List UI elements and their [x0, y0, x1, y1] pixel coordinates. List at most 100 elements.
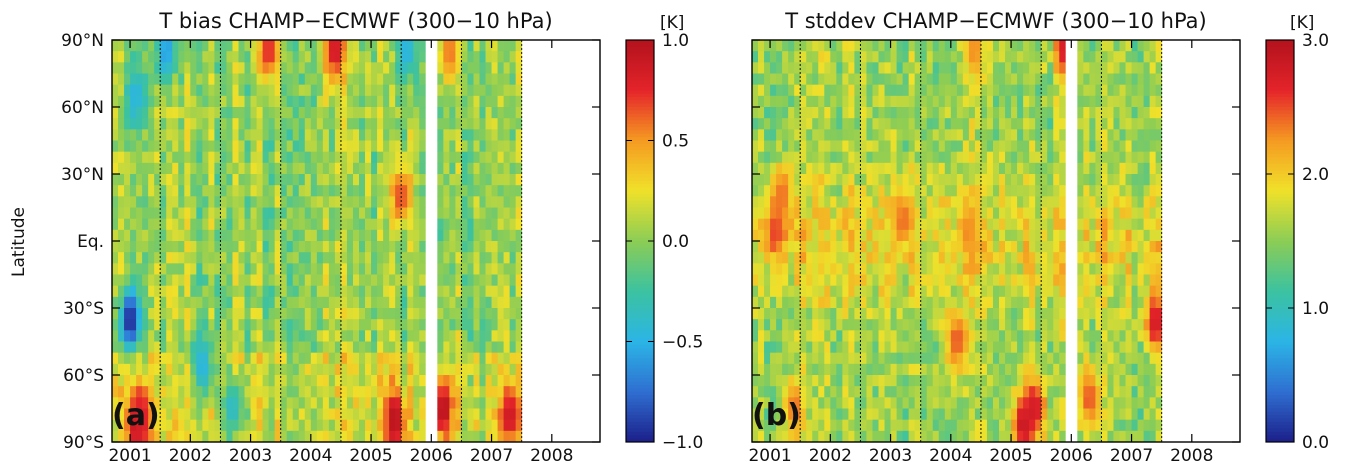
heatmap-cell — [214, 207, 221, 220]
heatmap-cell — [956, 419, 964, 432]
heatmap-cell — [220, 196, 227, 208]
heatmap-cell — [184, 386, 191, 398]
heatmap-cell — [842, 241, 849, 253]
heatmap-cell — [509, 352, 517, 365]
heatmap-cell — [1119, 73, 1126, 86]
heatmap-cell — [992, 62, 1000, 74]
heatmap-cell — [160, 386, 167, 398]
heatmap-cell — [491, 95, 498, 108]
heatmap-cell — [238, 430, 245, 443]
heatmap-cell — [866, 341, 873, 354]
heatmap-cell — [118, 330, 125, 342]
heatmap-cell — [1053, 352, 1060, 365]
heatmap-cell — [992, 151, 1000, 164]
colorbar-segment — [626, 46, 654, 51]
heatmap-cell — [365, 118, 372, 130]
heatmap-cell — [980, 352, 988, 365]
heatmap-cell — [896, 62, 904, 74]
heatmap-cell — [752, 386, 759, 398]
heatmap-cell — [443, 229, 450, 242]
heatmap-cell — [455, 174, 462, 186]
heatmap-cell — [250, 252, 257, 264]
heatmap-cell — [914, 319, 922, 331]
heatmap-cell — [274, 118, 282, 130]
x-tick-label: 2005 — [349, 446, 392, 464]
heatmap-cell — [202, 386, 209, 398]
colorbar-segment — [626, 435, 654, 440]
heatmap-cell — [992, 118, 1000, 130]
heatmap-cell — [818, 341, 825, 354]
heatmap-cell — [268, 296, 276, 309]
heatmap-cell — [268, 352, 276, 365]
heatmap-cell — [770, 218, 777, 231]
heatmap-cell — [1035, 252, 1042, 264]
heatmap-cell — [148, 319, 155, 331]
heatmap-cell — [788, 151, 795, 164]
heatmap-cell — [383, 363, 390, 376]
heatmap-cell — [413, 218, 420, 231]
heatmap-cell — [1029, 397, 1036, 409]
heatmap-cell — [1131, 107, 1138, 119]
y-tick-label: 60°N — [61, 98, 104, 118]
heatmap-cell — [824, 207, 831, 220]
heatmap-cell — [1155, 408, 1163, 421]
heatmap-cell — [365, 140, 372, 153]
heatmap-cell — [401, 107, 408, 119]
heatmap-cell — [124, 185, 131, 197]
heatmap-cell — [515, 196, 523, 208]
heatmap-cell — [992, 352, 1000, 365]
heatmap-cell — [752, 196, 759, 208]
heatmap-cell — [184, 319, 191, 331]
heatmap-cell — [1005, 274, 1012, 287]
heatmap-cell — [497, 430, 504, 443]
heatmap-cell — [166, 375, 173, 387]
heatmap-cell — [371, 118, 378, 130]
heatmap-cell — [1155, 174, 1163, 186]
heatmap-cell — [1095, 218, 1102, 231]
heatmap-cell — [395, 408, 402, 421]
heatmap-cell — [992, 218, 1000, 231]
heatmap-cell — [178, 363, 185, 376]
colorbar-segment — [626, 63, 654, 68]
heatmap-cell — [1155, 84, 1163, 97]
heatmap-cell — [413, 296, 420, 309]
heatmap-cell — [274, 363, 282, 376]
heatmap-cell — [1155, 341, 1163, 354]
heatmap-cell — [1143, 174, 1151, 186]
heatmap-cell — [1023, 107, 1030, 119]
colorbar-segment — [626, 331, 654, 336]
heatmap-cell — [334, 229, 342, 242]
heatmap-cell — [884, 95, 891, 108]
heatmap-cell — [1011, 397, 1018, 409]
heatmap-cell — [401, 62, 408, 74]
heatmap-cell — [1089, 430, 1096, 443]
heatmap-cell — [1059, 285, 1066, 298]
heatmap-cell — [908, 308, 916, 320]
colorbar-segment — [626, 194, 654, 198]
heatmap-cell — [334, 140, 342, 153]
heatmap-cell — [908, 51, 916, 63]
heatmap-cell — [1107, 308, 1114, 320]
heatmap-cell — [328, 51, 336, 63]
heatmap-cell — [118, 430, 125, 443]
heatmap-cell — [1137, 185, 1144, 197]
heatmap-cell — [764, 107, 771, 119]
heatmap-cell — [836, 308, 843, 320]
heatmap-cell — [788, 285, 795, 298]
heatmap-cell — [818, 430, 825, 443]
heatmap-cell — [842, 174, 849, 186]
heatmap-cell — [509, 419, 517, 432]
heatmap-cell — [238, 308, 245, 320]
heatmap-cell — [830, 218, 837, 231]
heatmap-cell — [1125, 51, 1132, 63]
heatmap-cell — [413, 341, 420, 354]
heatmap-cell — [274, 352, 282, 365]
heatmap-cell — [383, 151, 390, 164]
heatmap-cell — [1029, 285, 1036, 298]
heatmap-cell — [1083, 285, 1090, 298]
heatmap-cell — [782, 185, 789, 197]
heatmap-cell — [208, 408, 215, 421]
heatmap-cell — [854, 397, 861, 409]
heatmap-cell — [914, 51, 922, 63]
heatmap-cell — [395, 319, 402, 331]
